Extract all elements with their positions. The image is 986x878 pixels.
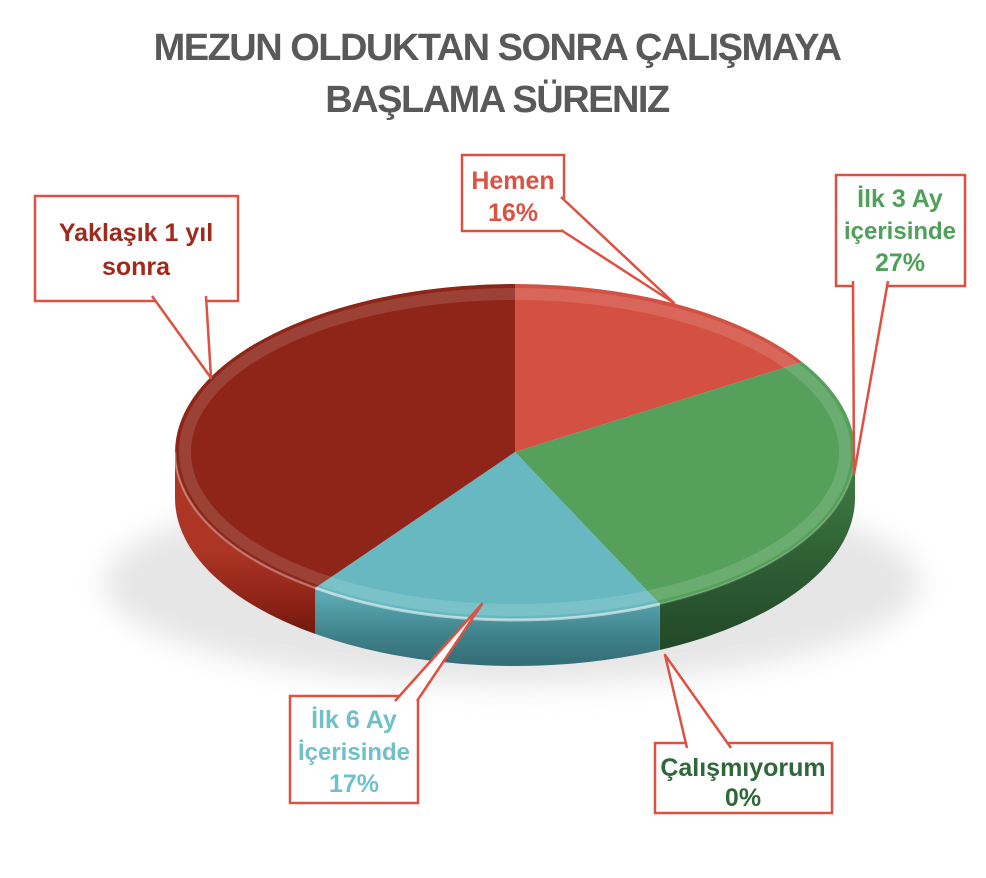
callout-yaklasik-label-line-1: Yaklaşık 1 yıl (59, 219, 213, 247)
pie-slice-hemen[interactable] (515, 284, 803, 452)
callout-box-ilk3ay[interactable] (834, 173, 967, 288)
callout-leader-calismiyorum (663, 653, 733, 749)
ilk6ay-wall-edge-highlight (314, 586, 661, 622)
pie-slice-ilk6ay-wall[interactable] (315, 587, 660, 666)
callout-ilk6ay-label-line-1: İlk 6 Ay (311, 706, 397, 734)
pie-slice-yaklasik-wall[interactable] (175, 452, 316, 634)
pie-slice-ilk6ay[interactable] (315, 452, 660, 620)
chart-title-line-2: BAŞLAMA SÜRENIZ (325, 78, 670, 121)
yaklasik-wall-edge-highlight (173, 451, 316, 590)
callout-hemen-label: Hemen (471, 167, 554, 195)
callout-ilk3ay-label-line-2: içerisinde (844, 218, 956, 245)
callout-ilk6ay-value: 17% (329, 770, 379, 798)
callout-calismiyorum-value: 0% (725, 784, 761, 812)
ilk3ay-wall-edge-highlight (659, 451, 856, 605)
callout-leader-hemen (560, 196, 676, 305)
callout-calismiyorum-label: Çalışmıyorum (660, 754, 825, 782)
callout-box-ilk6ay[interactable] (288, 694, 420, 805)
callout-ilk3ay-value: 27% (875, 249, 925, 277)
pie-slice-yaklasik[interactable] (175, 284, 516, 588)
callout-box-hemen[interactable] (460, 153, 566, 233)
callout-yaklasik-label-line-2: sonra (102, 253, 171, 281)
callout-box-calismiyorum[interactable] (653, 741, 834, 815)
pie-slice-ilk3ay[interactable] (515, 362, 856, 604)
callout-ilk6ay-label-line-2: İçerisinde (298, 739, 410, 766)
callout-hemen-value: 16% (488, 199, 538, 227)
callout-leader-ilk6ay (394, 602, 484, 702)
callout-box-yaklasik[interactable] (33, 194, 240, 303)
callout-leader-ilk3ay (851, 280, 890, 476)
pie-rim-highlight (179, 288, 851, 616)
chart-title-line-1: MEZUN OLDUKTAN SONRA ÇALIŞMAYA (154, 27, 842, 69)
pie-slice-ilk3ay-wall[interactable] (659, 452, 855, 650)
callout-leader-yaklasik (150, 295, 213, 380)
callout-ilk3ay-label-line-1: İlk 3 Ay (857, 185, 943, 213)
